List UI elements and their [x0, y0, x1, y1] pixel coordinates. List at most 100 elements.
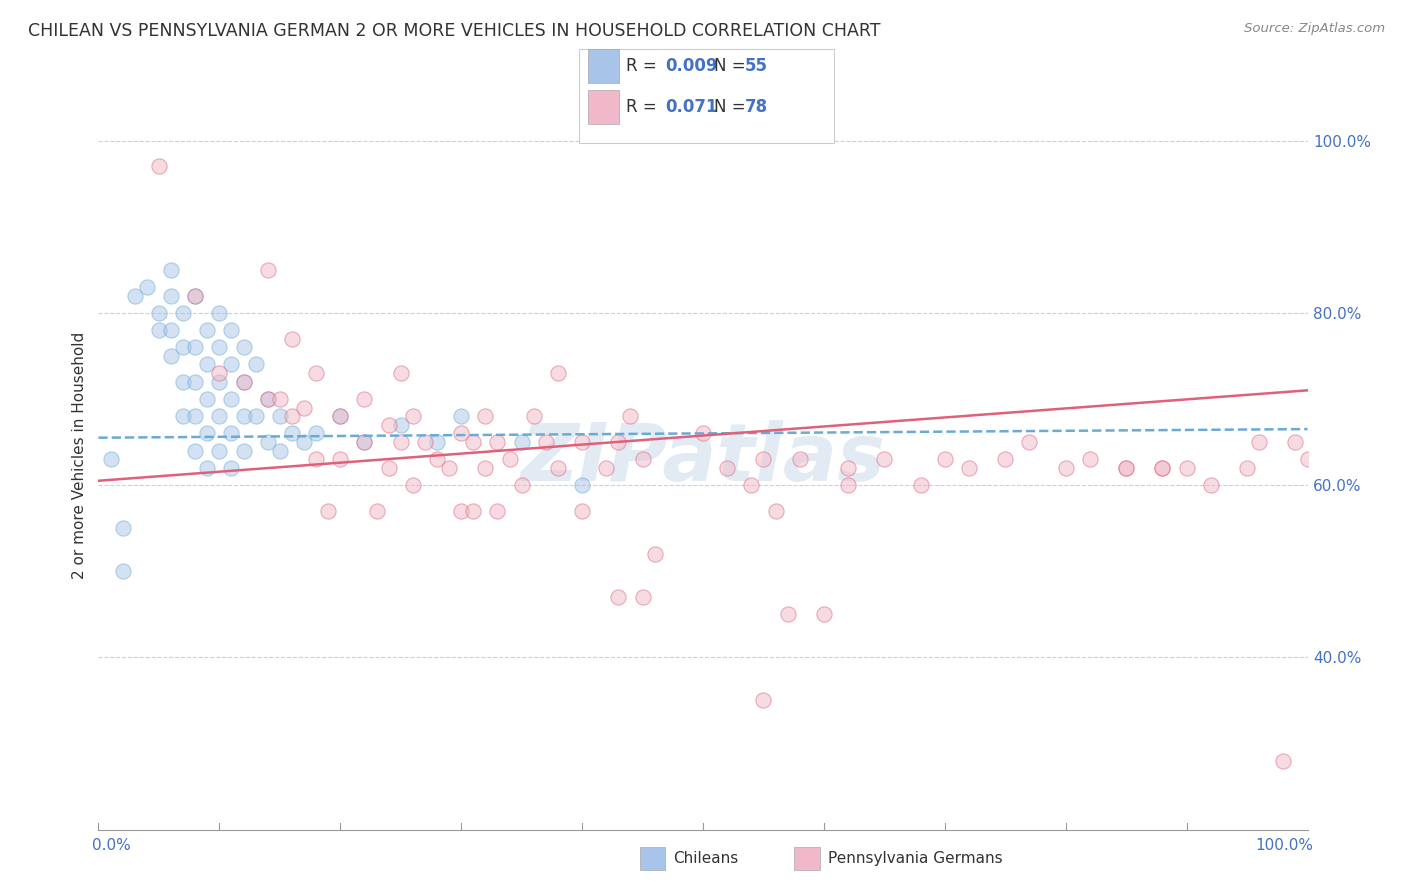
Point	[595, 460, 617, 475]
Point	[644, 547, 666, 561]
Point	[873, 452, 896, 467]
Point	[256, 435, 278, 450]
Point	[208, 375, 231, 389]
Point	[1115, 460, 1137, 475]
Point	[195, 392, 218, 406]
Point	[474, 460, 496, 475]
Point	[232, 443, 254, 458]
Point	[232, 409, 254, 424]
Point	[523, 409, 546, 424]
Point	[232, 375, 254, 389]
Point	[172, 340, 194, 354]
Point	[160, 323, 183, 337]
Text: CHILEAN VS PENNSYLVANIA GERMAN 2 OR MORE VEHICLES IN HOUSEHOLD CORRELATION CHART: CHILEAN VS PENNSYLVANIA GERMAN 2 OR MORE…	[28, 22, 880, 40]
Text: 0.009: 0.009	[665, 57, 717, 75]
Point	[789, 452, 811, 467]
Text: R =: R =	[626, 57, 662, 75]
Point	[1175, 460, 1198, 475]
Point	[329, 452, 352, 467]
Point	[148, 160, 170, 174]
Point	[281, 426, 304, 441]
Point	[124, 288, 146, 302]
Point	[172, 375, 194, 389]
Text: 78: 78	[745, 98, 768, 116]
Point	[994, 452, 1017, 467]
Point	[426, 452, 449, 467]
Point	[208, 366, 231, 380]
Point	[765, 504, 787, 518]
Point	[316, 504, 339, 518]
Point	[450, 504, 472, 518]
Point	[547, 460, 569, 475]
Point	[510, 435, 533, 450]
Point	[160, 288, 183, 302]
Point	[1296, 452, 1319, 467]
Point	[329, 409, 352, 424]
Point	[837, 460, 859, 475]
Point	[534, 435, 557, 450]
Point	[486, 435, 509, 450]
Point	[571, 504, 593, 518]
Point	[486, 504, 509, 518]
Text: N =: N =	[714, 57, 751, 75]
Point	[366, 504, 388, 518]
Point	[813, 607, 835, 622]
Point	[305, 452, 328, 467]
Point	[402, 409, 425, 424]
Point	[1284, 435, 1306, 450]
Point	[195, 426, 218, 441]
Point	[740, 478, 762, 492]
Point	[934, 452, 956, 467]
Point	[208, 443, 231, 458]
Point	[195, 460, 218, 475]
Point	[957, 460, 980, 475]
Point	[752, 693, 775, 707]
Point	[463, 435, 485, 450]
Point	[305, 426, 328, 441]
Text: Pennsylvania Germans: Pennsylvania Germans	[828, 851, 1002, 866]
Point	[100, 452, 122, 467]
Point	[1272, 754, 1295, 768]
Point	[232, 375, 254, 389]
Point	[221, 426, 243, 441]
Point	[269, 443, 291, 458]
Point	[281, 409, 304, 424]
Point	[547, 366, 569, 380]
Point	[184, 375, 207, 389]
Point	[245, 358, 267, 372]
Point	[437, 460, 460, 475]
Text: R =: R =	[626, 98, 662, 116]
Point	[184, 409, 207, 424]
Point	[221, 323, 243, 337]
Point	[184, 288, 207, 302]
Point	[184, 288, 207, 302]
Point	[256, 262, 278, 277]
Point	[305, 366, 328, 380]
Text: Source: ZipAtlas.com: Source: ZipAtlas.com	[1244, 22, 1385, 36]
Point	[389, 417, 412, 432]
Point	[281, 332, 304, 346]
Point	[1115, 460, 1137, 475]
Point	[353, 435, 375, 450]
Point	[135, 280, 157, 294]
Point	[631, 590, 654, 604]
Point	[752, 452, 775, 467]
Point	[413, 435, 436, 450]
Point	[269, 392, 291, 406]
Point	[450, 426, 472, 441]
Point	[221, 392, 243, 406]
Text: 0.071: 0.071	[665, 98, 717, 116]
Point	[148, 323, 170, 337]
Point	[571, 435, 593, 450]
Point	[160, 262, 183, 277]
Point	[498, 452, 520, 467]
Point	[389, 435, 412, 450]
Point	[232, 340, 254, 354]
Y-axis label: 2 or more Vehicles in Household: 2 or more Vehicles in Household	[72, 331, 87, 579]
Point	[716, 460, 738, 475]
Point	[195, 358, 218, 372]
Point	[184, 340, 207, 354]
Point	[1152, 460, 1174, 475]
Point	[607, 590, 630, 604]
Point	[474, 409, 496, 424]
